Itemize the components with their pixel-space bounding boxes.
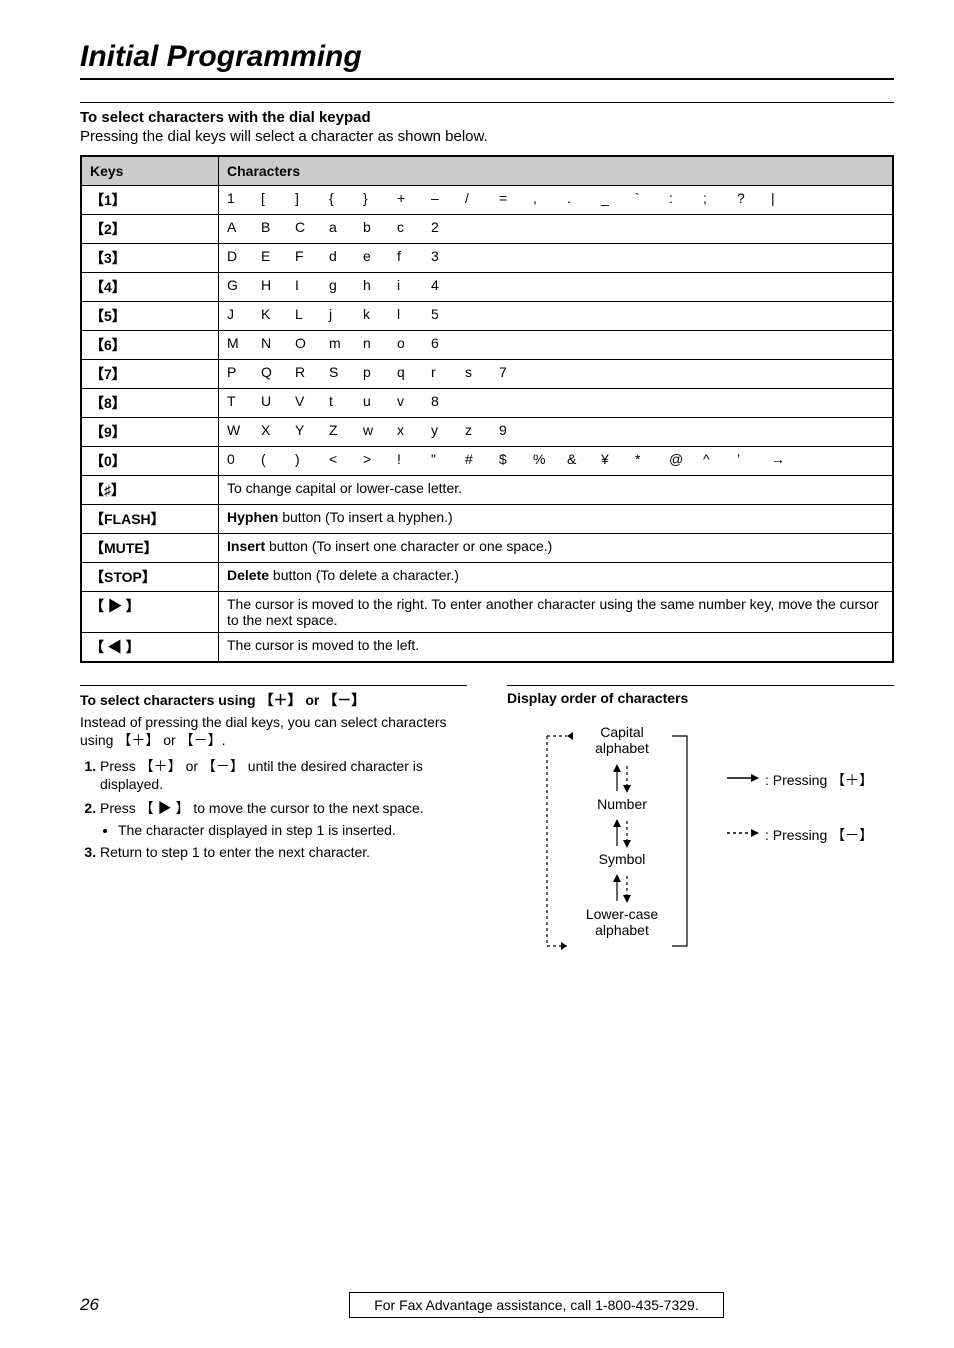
table-key: 【6】 (81, 331, 219, 360)
table-key: 【3】 (81, 244, 219, 273)
table-desc: Insert button (To insert one character o… (219, 534, 894, 563)
table-key: 【7】 (81, 360, 219, 389)
label-lower: Lower-case alphabet (562, 906, 682, 938)
table-key: 【4】 (81, 273, 219, 302)
table-key: 【0】 (81, 447, 219, 476)
step-item: Press 【＋】 or 【－】 until the desired chara… (100, 756, 467, 792)
table-key: 【9】 (81, 418, 219, 447)
table-key: 【8】 (81, 389, 219, 418)
th-keys: Keys (81, 156, 219, 186)
th-chars: Characters (219, 156, 894, 186)
table-chars: PQRSpqrs7 (219, 360, 894, 389)
table-chars: JKLjkl5 (219, 302, 894, 331)
footer-text: For Fax Advantage assistance, call 1-800… (349, 1292, 724, 1318)
press-minus-label: : Pressing 【－】 (765, 825, 873, 845)
section-intro: Pressing the dial keys will select a cha… (80, 128, 894, 145)
label-number: Number (562, 796, 682, 812)
table-chars: DEFdef3 (219, 244, 894, 273)
table-desc: The cursor is moved to the left. (219, 633, 894, 663)
table-key: 【♯】 (81, 476, 219, 505)
table-key: 【1】 (81, 186, 219, 215)
left-heading: To select characters using 【＋】 or 【－】 (80, 690, 467, 710)
step-item: Return to step 1 to enter the next chara… (100, 844, 467, 860)
step-item: Press 【 ▶ 】 to move the cursor to the ne… (100, 798, 467, 838)
diagram-svg (507, 716, 867, 976)
character-table: Keys Characters 【1】1[]{}+–/=,._`:;?|【2】A… (80, 155, 894, 663)
page-title: Initial Programming (80, 40, 894, 74)
table-desc: To change capital or lower-case letter. (219, 476, 894, 505)
table-chars: MNOmno6 (219, 331, 894, 360)
left-column: To select characters using 【＋】 or 【－】 In… (80, 685, 467, 976)
table-desc: Hyphen button (To insert a hyphen.) (219, 505, 894, 534)
label-symbol: Symbol (562, 851, 682, 867)
left-intro: Instead of pressing the dial keys, you c… (80, 714, 467, 750)
section-heading: To select characters with the dial keypa… (80, 109, 894, 126)
right-column: Display order of characters (507, 685, 894, 976)
table-desc: Delete button (To delete a character.) (219, 563, 894, 592)
table-key: 【MUTE】 (81, 534, 219, 563)
table-chars: GHIghi4 (219, 273, 894, 302)
step-bullet: The character displayed in step 1 is ins… (118, 822, 467, 838)
table-key: 【2】 (81, 215, 219, 244)
table-desc: The cursor is moved to the right. To ent… (219, 592, 894, 633)
table-chars: 0()<>!"#$%&¥*@^’→ (219, 447, 894, 476)
table-key: 【STOP】 (81, 563, 219, 592)
order-diagram: Capital alphabet Number Symbol Lower-cas… (507, 716, 867, 976)
table-chars: 1[]{}+–/=,._`:;?| (219, 186, 894, 215)
table-chars: WXYZwxyz9 (219, 418, 894, 447)
table-key: 【 ◀ 】 (81, 633, 219, 663)
label-capital: Capital alphabet (562, 724, 682, 756)
table-key: 【 ▶ 】 (81, 592, 219, 633)
table-key: 【5】 (81, 302, 219, 331)
press-plus-label: : Pressing 【＋】 (765, 770, 873, 790)
page-number: 26 (80, 1295, 99, 1315)
table-chars: ABCabc2 (219, 215, 894, 244)
right-heading: Display order of characters (507, 690, 894, 706)
table-key: 【FLASH】 (81, 505, 219, 534)
table-chars: TUVtuv8 (219, 389, 894, 418)
